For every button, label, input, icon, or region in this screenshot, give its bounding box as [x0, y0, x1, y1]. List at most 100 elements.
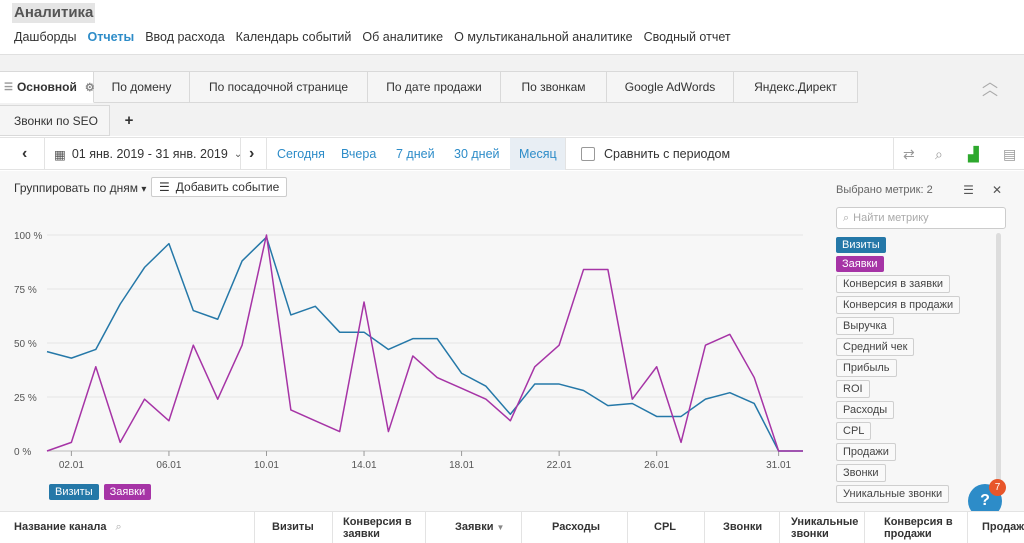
tab-by-calls[interactable]: По звонкам [501, 71, 607, 103]
compare-period-toggle[interactable]: Сравнить с периодом [581, 138, 730, 170]
app-title: Аналитика [12, 3, 96, 23]
compare-label: Сравнить с периодом [604, 147, 731, 161]
metric-calls[interactable]: Звонки [836, 464, 886, 482]
compare-checkbox[interactable] [581, 147, 595, 161]
period-7-days[interactable]: 7 дней [396, 147, 435, 161]
metric-visits[interactable]: Визиты [836, 237, 886, 253]
metric-unique-calls[interactable]: Уникальные звонки [836, 485, 950, 503]
metric-conv-requests[interactable]: Конверсия в заявки [836, 275, 951, 293]
metric-list: Визиты Заявки Конверсия в заявки Конверс… [836, 237, 1008, 503]
legend-visits[interactable]: Визиты [49, 484, 99, 500]
gear-icon[interactable]: ⚙ [84, 81, 95, 94]
col-expenses[interactable]: Расходы [552, 521, 601, 533]
legend-requests[interactable]: Заявки [103, 484, 152, 500]
metric-roi[interactable]: ROI [836, 380, 870, 398]
add-event-button[interactable]: ☰ Добавить событие [151, 177, 288, 197]
series-line-visits [46, 236, 803, 452]
collapse-icon[interactable]: ︿ ︿ [981, 74, 998, 99]
tab-by-domain[interactable]: По домену [94, 71, 190, 103]
tab-seo-calls[interactable]: Звонки по SEO [0, 105, 110, 136]
col-conv-requests[interactable]: Конверсия в заявки [343, 516, 412, 540]
chart-legend: Визиты Заявки [49, 484, 152, 500]
col-channel-name[interactable]: Название канала ⌕ [14, 521, 122, 533]
date-bar: ‹ ▦ 01 янв. 2019 - 31 янв. 2019 ⌄ › Сего… [0, 137, 1024, 170]
metric-revenue[interactable]: Выручка [836, 317, 894, 335]
period-yesterday[interactable]: Вчера [341, 147, 377, 161]
tab-main-label: Основной [16, 80, 77, 94]
y-tick-label: 50 % [14, 339, 37, 350]
nav-summary-report[interactable]: Сводный отчет [643, 30, 731, 44]
nav-about-analytics[interactable]: Об аналитике [362, 30, 444, 44]
refresh-icon[interactable]: ⇄ [903, 146, 915, 162]
nav-expense-input[interactable]: Ввод расхода [145, 30, 225, 44]
selected-metrics-count: Выбрано метрик: 2 [836, 184, 933, 196]
x-tick-label: 14.01 [352, 460, 377, 471]
chevron-down-icon: ▾ [141, 184, 147, 195]
y-tick-label: 0 % [14, 447, 31, 458]
period-today[interactable]: Сегодня [277, 147, 325, 161]
tab-main[interactable]: ☰ Основной ⚙ [0, 71, 95, 103]
top-nav: Дашборды Отчеты Ввод расхода Календарь с… [14, 30, 731, 44]
search-icon: ⌕ [843, 211, 850, 224]
next-period-icon[interactable]: › [249, 145, 255, 162]
col-channel-name-label: Название канала [14, 521, 107, 533]
col-visits[interactable]: Визиты [272, 521, 314, 533]
sort-desc-icon: ▼ [496, 523, 505, 532]
nav-dashboards[interactable]: Дашборды [14, 30, 77, 44]
metrics-scrollbar[interactable] [996, 233, 1001, 483]
metric-sales[interactable]: Продажи [836, 443, 896, 461]
series-line-requests [46, 234, 803, 452]
add-tab-button[interactable]: + [124, 112, 134, 129]
help-badge: 7 [989, 479, 1006, 496]
group-by-label: Группировать по дням [14, 181, 139, 195]
add-event-label: Добавить событие [175, 180, 280, 194]
close-icon[interactable]: ✕ [991, 183, 1002, 197]
list-icon[interactable]: ☰ [963, 183, 974, 197]
metric-search-input[interactable]: ⌕ Найти метрику [836, 207, 1006, 229]
col-conv-sales[interactable]: Конверсия в продажи [884, 516, 953, 540]
x-tick-label: 22.01 [547, 460, 572, 471]
group-by-dropdown[interactable]: Группировать по дням ▾ [14, 181, 146, 195]
chart-area: Группировать по дням ▾ ☰ Добавить событи… [0, 171, 1024, 511]
y-tick-label: 75 % [14, 285, 37, 296]
metric-conv-sales[interactable]: Конверсия в продажи [836, 296, 961, 314]
metric-avg-check[interactable]: Средний чек [836, 338, 915, 356]
nav-reports[interactable]: Отчеты [87, 30, 135, 44]
nav-multichannel[interactable]: О мультиканальной аналитике [454, 30, 633, 44]
col-unique-calls[interactable]: Уникальные звонки [791, 516, 859, 540]
excel-export-icon[interactable]: ▤ [1003, 146, 1017, 162]
list-icon: ☰ [159, 180, 170, 194]
metric-requests[interactable]: Заявки [836, 256, 884, 272]
col-sales[interactable]: Продажи [982, 521, 1024, 533]
metric-profit[interactable]: Прибыль [836, 359, 897, 377]
col-calls[interactable]: Звонки [723, 521, 763, 533]
tab-yandex-direct[interactable]: Яндекс.Директ [734, 71, 858, 103]
x-tick-label: 26.01 [644, 460, 669, 471]
col-requests[interactable]: Заявки ▼ [455, 521, 504, 534]
date-range-picker[interactable]: ▦ 01 янв. 2019 - 31 янв. 2019 ⌄ [54, 138, 242, 170]
tab-by-landing[interactable]: По посадочной странице [190, 71, 368, 103]
y-tick-label: 25 % [14, 393, 37, 404]
search-icon[interactable]: ⌕ [935, 146, 943, 162]
metric-cpl[interactable]: CPL [836, 422, 872, 440]
x-tick-label: 02.01 [59, 460, 84, 471]
period-month[interactable]: Месяц [510, 138, 566, 170]
col-cpl[interactable]: CPL [654, 521, 676, 533]
search-icon[interactable]: ⌕ [115, 521, 122, 533]
x-tick-label: 18.01 [449, 460, 474, 471]
metric-expenses[interactable]: Расходы [836, 401, 895, 419]
table-header: Название канала ⌕ Визиты Конверсия в зая… [0, 511, 1024, 543]
metric-search-placeholder: Найти метрику [853, 212, 929, 224]
tab-google-adwords[interactable]: Google AdWords [607, 71, 734, 103]
drag-handle-icon[interactable]: ☰ [4, 81, 13, 93]
tab-by-sale-date[interactable]: По дате продажи [368, 71, 501, 103]
prev-period-icon[interactable]: ‹ [22, 145, 28, 162]
date-range-text: 01 янв. 2019 - 31 янв. 2019 [71, 147, 228, 161]
x-tick-label: 31.01 [766, 460, 791, 471]
chart-icon[interactable]: ▟ [968, 146, 979, 162]
nav-events-calendar[interactable]: Календарь событий [235, 30, 352, 44]
chevron-down-icon: ⌄ [233, 148, 243, 160]
line-chart: 100 % 75 % 50 % 25 % 0 % 02.01 06.01 10.01 14.01… [14, 231, 803, 471]
period-30-days[interactable]: 30 дней [454, 147, 500, 161]
col-requests-label: Заявки [455, 521, 494, 533]
